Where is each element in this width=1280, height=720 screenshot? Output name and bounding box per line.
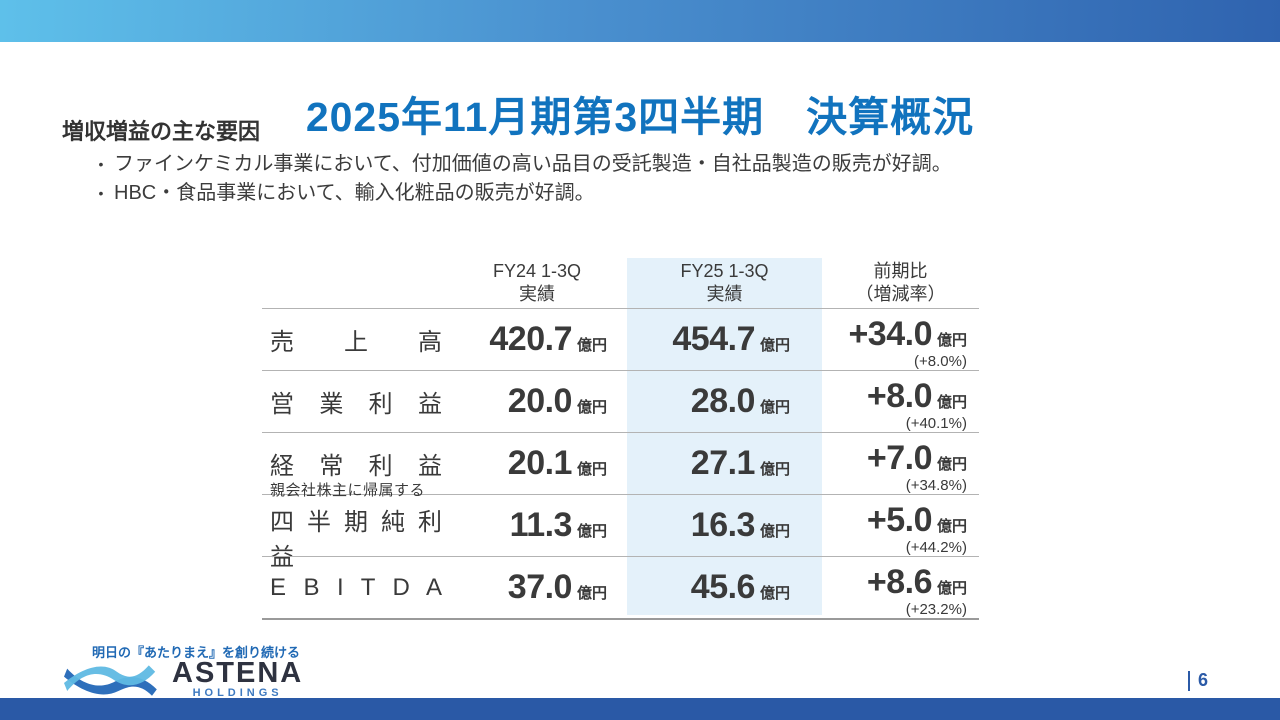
fy25-value: 27.1 <box>690 444 756 482</box>
unit-label: 億円 <box>576 523 607 540</box>
list-item: • ファインケミカル事業において、付加価値の高い品目の受託製造・自社品製造の販売… <box>88 150 1148 179</box>
fy25-value: 454.7 <box>672 320 755 358</box>
change-value: +8.0 <box>866 377 933 415</box>
factors-heading: 増収増益の主な要因 <box>62 119 261 144</box>
change-value: +7.0 <box>866 439 933 477</box>
row-label: 経 常 利 益 <box>270 453 442 480</box>
change-value: +34.0 <box>848 315 932 353</box>
table-row: 売 上 高 420.7 億円 454.7 億円 +34.0 億円 (+8.0%) <box>262 308 979 370</box>
fy24-value: 37.0 <box>507 568 573 606</box>
bullet-text: HBC・食品事業において、輸入化粧品の販売が好調。 <box>114 182 595 204</box>
unit-label: 億円 <box>759 585 790 602</box>
astena-logo-icon <box>64 665 157 696</box>
table-row: 親会社株主に帰属する 四 半 期 純 利 益 11.3 億円 16.3 億円 +5.… <box>262 482 979 571</box>
unit-label: 億円 <box>936 518 967 535</box>
change-percent: (+34.8%) <box>905 477 967 494</box>
unit-label: 億円 <box>936 580 967 597</box>
table-bottom-border <box>262 618 979 620</box>
fy24-value: 11.3 <box>509 506 573 544</box>
page-number-separator <box>1187 670 1190 691</box>
table-header-row: FY24 1-3Q 実績 FY25 1-3Q 実績 前期比 （増減率） <box>262 258 979 308</box>
change-percent: (+23.2%) <box>905 601 967 618</box>
unit-label: 億円 <box>759 399 790 416</box>
row-label: 営 業 利 益 <box>270 391 442 418</box>
unit-label: 億円 <box>576 585 607 602</box>
unit-label: 億円 <box>576 461 607 478</box>
page-number-value: 6 <box>1197 670 1208 690</box>
factors-list: • ファインケミカル事業において、付加価値の高い品目の受託製造・自社品製造の販売… <box>88 150 1148 208</box>
table-row: 経 常 利 益 20.1 億円 27.1 億円 +7.0 億円 (+34.8%) <box>262 432 979 494</box>
row-label: 売 上 高 <box>270 329 442 356</box>
fy24-value: 20.0 <box>507 382 573 420</box>
unit-label: 億円 <box>936 394 967 411</box>
fy24-value: 20.1 <box>507 444 573 482</box>
top-accent-bar <box>0 0 1280 42</box>
table-row: E B I T D A 37.0 億円 45.6 億円 +8.6 億円 (+23.2%… <box>262 556 979 618</box>
fy25-value: 28.0 <box>690 382 756 420</box>
change-value: +8.6 <box>866 563 933 601</box>
change-value: +5.0 <box>866 501 933 539</box>
header-change: 前期比 （増減率） <box>855 261 946 304</box>
bullet-text: ファインケミカル事業において、付加価値の高い品目の受託製造・自社品製造の販売が好… <box>114 153 952 175</box>
list-item: • HBC・食品事業において、輸入化粧品の販売が好調。 <box>88 179 1148 208</box>
logo-wordmark: ASTENA <box>172 657 304 689</box>
fy25-value: 45.6 <box>690 568 756 606</box>
unit-label: 億円 <box>936 332 967 349</box>
bullet-icon: • <box>98 156 104 172</box>
bottom-accent-bar <box>0 698 1280 720</box>
header-fy24: FY24 1-3Q 実績 <box>492 261 582 304</box>
unit-label: 億円 <box>936 456 967 473</box>
logo-subtitle: HOLDINGS <box>192 687 283 699</box>
company-logo: ASTENA HOLDINGS <box>62 659 303 699</box>
change-percent: (+8.0%) <box>914 353 967 370</box>
bullet-icon: • <box>98 185 104 201</box>
row-label: 四 半 期 純 利 益 <box>270 509 442 571</box>
company-tagline: 明日の『あたりまえ』を創り続ける <box>92 645 301 660</box>
fy25-highlight-band <box>627 258 822 615</box>
change-percent: (+40.1%) <box>905 415 967 432</box>
fy24-value: 420.7 <box>489 320 572 358</box>
unit-label: 億円 <box>759 523 790 540</box>
table-row: 営 業 利 益 20.0 億円 28.0 億円 +8.0 億円 (+40.1%) <box>262 370 979 432</box>
page-number: 6 <box>1187 670 1208 691</box>
header-fy25: FY25 1-3Q 実績 <box>680 261 769 304</box>
row-label: E B I T D A <box>270 573 442 601</box>
fy25-value: 16.3 <box>690 506 756 544</box>
unit-label: 億円 <box>576 399 607 416</box>
unit-label: 億円 <box>576 337 607 354</box>
row-sub-label: 親会社株主に帰属する <box>270 482 426 499</box>
unit-label: 億円 <box>759 461 790 478</box>
unit-label: 億円 <box>759 337 790 354</box>
header-item-col <box>262 258 447 308</box>
results-table: FY24 1-3Q 実績 FY25 1-3Q 実績 前期比 （増減率） 売 上 … <box>262 258 979 620</box>
change-percent: (+44.2%) <box>905 539 967 556</box>
page-title: 2025年11月期第3四半期 決算概況 <box>305 94 975 141</box>
